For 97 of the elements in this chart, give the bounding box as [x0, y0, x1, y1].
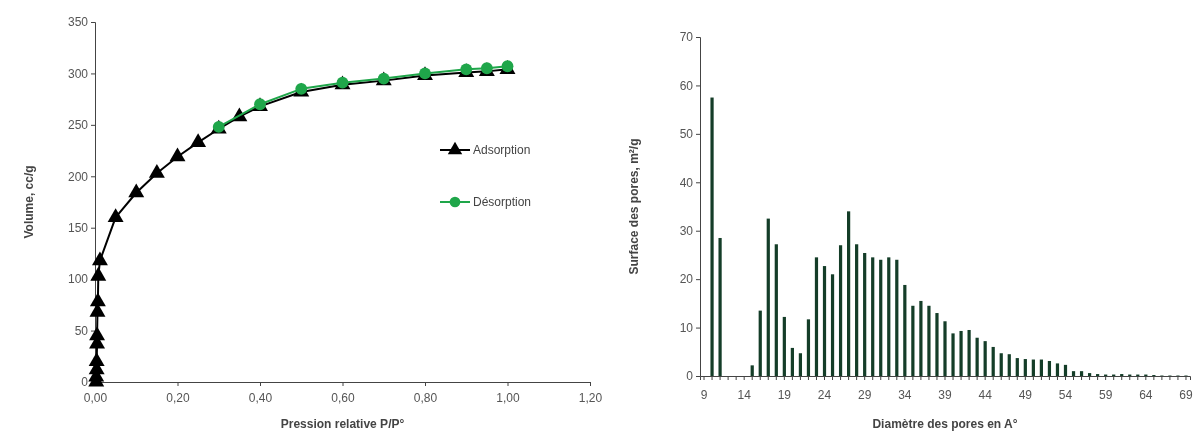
bar: [814, 257, 819, 376]
x-tick-label: 0,00: [83, 391, 108, 406]
y-tick-label: 0: [686, 369, 694, 384]
point: [91, 251, 108, 266]
point: [89, 292, 106, 307]
point: [169, 147, 186, 162]
bar: [943, 321, 947, 376]
bar: [758, 310, 762, 376]
bar: [927, 305, 931, 376]
bar: [766, 218, 770, 376]
x-axis-title: Diamètre des pores en A°: [872, 417, 1018, 431]
bar: [830, 274, 835, 376]
point: [148, 164, 165, 178]
bar: [710, 97, 714, 376]
y-tick-label: 0: [81, 375, 89, 390]
point: [190, 133, 207, 147]
bar: [1039, 359, 1043, 376]
y-tick-label: 100: [67, 272, 89, 287]
bar: [790, 347, 794, 376]
bar: [1031, 359, 1035, 376]
bar: [855, 244, 859, 376]
bar: [863, 252, 867, 376]
bar: [782, 316, 786, 376]
point: [89, 326, 106, 341]
bar: [887, 257, 891, 376]
y-tick-label: 300: [67, 66, 89, 81]
legend-label: Désorption: [473, 195, 532, 209]
bar: [822, 266, 827, 376]
bar: [1047, 360, 1052, 376]
bar: [1079, 371, 1084, 376]
x-tick-label: 49: [1018, 387, 1033, 402]
x-tick-label: 19: [777, 387, 792, 402]
x-tick-label: 54: [1058, 387, 1073, 402]
x-tick-label: 69: [1179, 387, 1193, 402]
bar: [903, 284, 907, 376]
y-tick-label: 40: [679, 175, 694, 190]
y-axis-title: Surface des pores, m²/g: [627, 138, 641, 275]
y-tick-label: 70: [679, 30, 694, 45]
bar: [879, 259, 883, 376]
point: [90, 266, 107, 281]
bar: [967, 329, 971, 376]
x-tick-label: 24: [817, 387, 832, 402]
bar: [935, 313, 939, 376]
x-tick-label: 39: [938, 387, 952, 402]
y-tick-label: 50: [679, 127, 694, 142]
y-tick-label: 60: [679, 78, 694, 93]
bar: [871, 257, 875, 376]
bar: [798, 353, 803, 376]
bar: [991, 346, 995, 376]
bar: [959, 330, 963, 376]
bar: [847, 211, 851, 376]
legend-label: Adsorption: [473, 143, 531, 157]
bar: [750, 365, 754, 376]
bar: [999, 353, 1003, 376]
x-tick-label: 9: [700, 387, 708, 402]
x-tick-label: 1,20: [578, 391, 603, 406]
bar: [911, 305, 915, 376]
bar: [975, 337, 979, 376]
point: [107, 208, 124, 223]
bar: [1071, 371, 1076, 376]
y-tick-label: 50: [74, 323, 89, 338]
y-tick-label: 250: [67, 118, 89, 133]
y-tick-label: 30: [679, 224, 694, 239]
bar: [1087, 373, 1092, 376]
x-tick-label: 34: [898, 387, 912, 402]
bar: [951, 333, 955, 376]
bar: [1023, 359, 1027, 376]
bar: [919, 300, 923, 376]
bar: [838, 245, 843, 376]
bar: [718, 237, 722, 376]
y-tick-label: 200: [67, 169, 89, 184]
bar: [895, 259, 899, 376]
x-tick-label: 29: [857, 387, 872, 402]
y-tick-label: 10: [679, 320, 694, 335]
point: [128, 183, 145, 198]
y-tick-label: 150: [67, 221, 89, 236]
bar: [1015, 358, 1019, 376]
bar: [1063, 364, 1068, 376]
bar: [774, 244, 778, 376]
x-tick-label: 64: [1139, 387, 1153, 402]
y-axis-title: Volume, cc/g: [22, 165, 36, 239]
x-tick-label: 14: [737, 387, 752, 402]
bar: [983, 341, 987, 376]
bar: [806, 319, 811, 376]
y-tick-label: 20: [679, 272, 694, 287]
x-tick-label: 0,40: [248, 391, 273, 406]
x-tick-label: 1,00: [496, 391, 520, 406]
x-tick-label: 59: [1098, 387, 1113, 402]
bar: [1007, 354, 1011, 376]
x-tick-label: 0,80: [413, 391, 438, 406]
x-tick-label: 0,60: [331, 391, 355, 406]
x-tick-label: 44: [978, 387, 993, 402]
bar: [1055, 363, 1060, 376]
x-axis-title: Pression relative P/P°: [280, 417, 405, 431]
y-tick-label: 350: [67, 15, 89, 30]
point: [88, 352, 105, 367]
x-tick-label: 0,20: [166, 391, 190, 406]
